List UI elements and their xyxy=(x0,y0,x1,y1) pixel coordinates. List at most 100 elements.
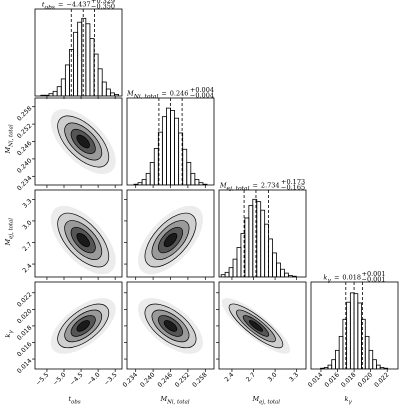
x-tick-label: 2.7 xyxy=(245,371,257,383)
axis-label-subscript: Ni, total xyxy=(8,124,14,148)
title-symbol: t xyxy=(42,1,45,9)
histogram-bar xyxy=(224,271,230,277)
histogram-bar xyxy=(194,179,200,185)
title-equals: = xyxy=(161,90,166,98)
title-plus: +0.004 xyxy=(190,86,214,94)
histogram-bar xyxy=(280,268,285,277)
title-symbol: M xyxy=(126,90,134,98)
histogram-bar xyxy=(335,349,340,369)
x-tick-label: 0.252 xyxy=(174,371,192,389)
x-tick-label: 0.234 xyxy=(122,371,140,389)
y-tick-label: 0.020 xyxy=(16,308,34,326)
axis-label-symbol: M xyxy=(252,395,260,403)
histogram-bar xyxy=(105,88,111,96)
histogram-bar xyxy=(73,31,79,96)
histogram-bar xyxy=(276,262,281,277)
title-minus: −0.004 xyxy=(190,91,214,99)
axis-label-symbol: M xyxy=(160,395,168,403)
histogram-bar xyxy=(190,172,196,185)
panel-frame xyxy=(34,8,123,97)
title-main: tobs = −4.437 xyxy=(42,1,91,11)
title-median: 2.734 xyxy=(261,182,280,190)
axis-label-subscript: γ xyxy=(348,399,352,405)
histogram-bar xyxy=(101,81,107,96)
y-tick-label: 0.018 xyxy=(16,324,34,342)
panel-title: MNi, total = 0.246 +0.004−0.004 xyxy=(126,86,214,100)
histogram-bar xyxy=(327,364,333,369)
histogram-bar xyxy=(232,258,238,277)
title-minus: −0.350 xyxy=(91,2,115,10)
x-tick-label: 2.4 xyxy=(223,371,235,383)
title-main: kγ = 0.018 xyxy=(323,274,361,284)
histogram-bar xyxy=(331,359,336,369)
histogram-bar xyxy=(141,179,147,185)
axis-label: MNi, total xyxy=(160,395,190,405)
x-tick-label: 0.016 xyxy=(323,371,341,389)
histogram-bar xyxy=(81,17,87,96)
histogram-bar xyxy=(52,90,58,96)
y-tick-label: 0.014 xyxy=(16,357,34,375)
histogram-bar xyxy=(174,117,180,185)
x-tick-label: 0.020 xyxy=(357,371,375,389)
x-tick-label: 0.022 xyxy=(373,371,391,389)
histogram-bar xyxy=(364,335,370,369)
panel xyxy=(40,9,119,96)
histogram-bar xyxy=(272,252,277,277)
title-median: 0.018 xyxy=(342,274,361,282)
axis-label-symbol: k xyxy=(4,334,12,338)
x-tick-label: 0.018 xyxy=(340,371,358,389)
y-tick-label: 2.4 xyxy=(22,262,34,274)
y-tick-label: 3.0 xyxy=(22,219,34,231)
panel-frame xyxy=(218,281,307,370)
x-tick-label: 3.0 xyxy=(267,371,279,383)
title-equals: = xyxy=(334,274,339,282)
histogram-bar xyxy=(284,272,289,277)
panel xyxy=(138,298,203,354)
title-symbol: k xyxy=(323,274,327,282)
histogram-bar xyxy=(268,238,273,277)
x-tick-label: −4.5 xyxy=(69,371,85,387)
histogram-bar xyxy=(338,335,344,369)
axis-label-symbol: t xyxy=(69,395,72,403)
histogram-bar xyxy=(349,292,355,369)
histogram-bar xyxy=(256,201,262,277)
histogram-bar xyxy=(89,38,95,96)
y-tick-label: 0.022 xyxy=(16,291,34,309)
title-symbol: M xyxy=(219,182,227,190)
histogram-bar xyxy=(244,217,250,277)
panel xyxy=(221,298,291,354)
axis-label: Mej, total xyxy=(252,395,281,405)
title-plus: +0.329 xyxy=(91,0,115,5)
title-main: Mej, total = 2.734 xyxy=(219,182,280,192)
histogram-bar xyxy=(77,21,83,96)
panel xyxy=(220,190,297,277)
x-tick-label: 0.240 xyxy=(139,371,157,389)
panel-frame xyxy=(34,189,123,278)
y-tick-label: 0.258 xyxy=(16,105,34,123)
y-tick-label: 0.240 xyxy=(16,157,34,175)
y-tick-label: 2.7 xyxy=(22,241,34,253)
axis-label-subscript: ej, total xyxy=(259,399,280,405)
histogram-bar xyxy=(149,162,155,185)
density-contour xyxy=(163,320,178,332)
panel xyxy=(138,205,203,275)
histogram-bar xyxy=(248,205,254,277)
panel-title: kγ = 0.018 +0.001−0.001 xyxy=(323,270,385,284)
y-tick-label: 0.246 xyxy=(16,140,34,158)
title-plus: +0.173 xyxy=(281,178,305,186)
axis-label: kγ xyxy=(345,395,353,405)
panel-frame xyxy=(310,281,399,370)
axis-label-symbol: M xyxy=(4,147,12,155)
histogram-bar xyxy=(170,110,175,185)
panel-frame xyxy=(34,281,123,370)
panel-title: tobs = −4.437 +0.329−0.350 xyxy=(42,0,115,11)
density-contour xyxy=(163,232,178,248)
title-subscript: γ xyxy=(327,277,331,284)
histogram-bar xyxy=(186,162,192,185)
title-main: MNi, total = 0.246 xyxy=(126,90,188,100)
panel xyxy=(50,298,116,354)
title-subscript: ej, total xyxy=(227,185,250,192)
x-tick-label: −3.5 xyxy=(103,371,119,387)
title-subscript: obs xyxy=(45,4,55,11)
axis-label: kγ xyxy=(4,330,14,338)
